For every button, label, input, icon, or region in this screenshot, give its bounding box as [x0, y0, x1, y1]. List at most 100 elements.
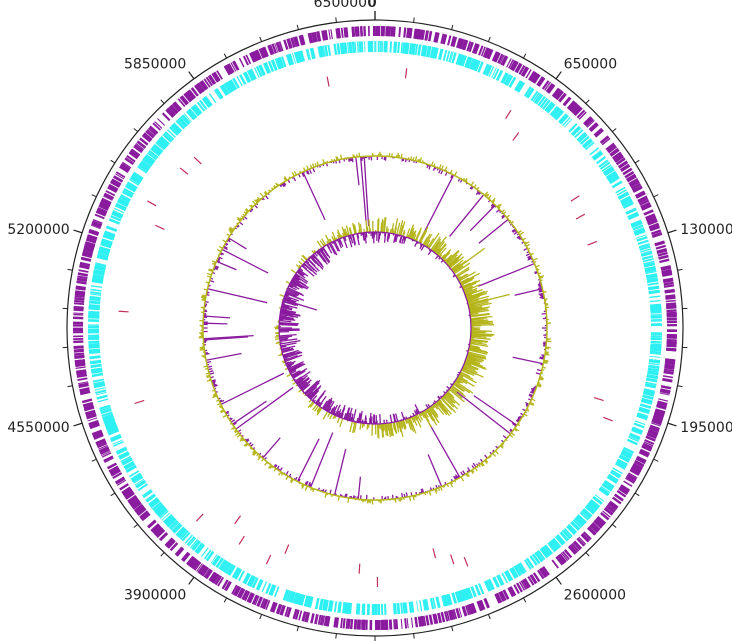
gc-skew-bar	[457, 273, 468, 280]
cds-forward-feature	[632, 463, 643, 470]
cds-forward-feature	[653, 413, 664, 419]
gc-skew-bar	[469, 342, 489, 347]
gc-content-bar	[301, 172, 305, 178]
gc-skew-bar	[470, 319, 489, 322]
gc-skew-bar	[352, 421, 356, 434]
cds-forward-feature	[101, 199, 111, 206]
cds-reverse-feature	[464, 588, 471, 600]
gc-skew-bar	[337, 409, 342, 417]
cds-forward-feature	[660, 265, 671, 270]
cds-forward-feature	[613, 153, 624, 162]
cds-reverse-feature	[113, 207, 125, 214]
gc-skew-bar	[468, 347, 487, 353]
cds-forward-feature	[654, 409, 665, 415]
cds-reverse-feature	[101, 238, 113, 244]
cds-forward-feature	[476, 601, 482, 612]
cds-reverse-feature	[264, 62, 271, 74]
cds-forward-feature	[652, 416, 663, 421]
gc-content-bar	[282, 182, 286, 187]
cds-forward-feature	[108, 183, 119, 191]
gc-skew-bar	[324, 234, 331, 244]
cds-forward-feature	[556, 91, 564, 101]
cds-reverse-feature	[640, 248, 652, 253]
tick-label: 5850000	[124, 56, 186, 72]
cds-reverse-feature	[636, 236, 648, 241]
cds-reverse-feature	[620, 451, 632, 459]
cds-forward-feature	[256, 596, 263, 607]
cds-reverse-feature	[203, 97, 212, 107]
gc-content-bar	[449, 482, 454, 488]
cds-reverse-feature	[183, 113, 192, 123]
cds-reverse-feature	[554, 535, 564, 546]
cds-reverse-feature	[119, 453, 130, 460]
gc-skew-bar	[418, 413, 423, 421]
minor-tick	[160, 99, 165, 104]
minor-tick	[67, 385, 73, 388]
cds-reverse-feature	[550, 539, 560, 550]
cds-forward-feature	[80, 391, 91, 395]
cds-forward-feature	[166, 108, 175, 117]
cds-forward-feature	[641, 203, 652, 210]
gc-content-bar	[347, 497, 350, 503]
gc-skew-bar	[469, 306, 483, 311]
cds-forward-feature	[85, 411, 96, 417]
cds-forward-feature	[74, 299, 85, 303]
cds-forward-feature	[429, 31, 433, 42]
cds-forward-feature	[457, 38, 463, 49]
cds-reverse-feature	[485, 580, 492, 591]
cds-reverse-feature	[636, 237, 648, 242]
rna-feature	[463, 556, 469, 567]
cds-reverse-feature	[429, 598, 435, 610]
gc-skew-bar	[464, 287, 478, 294]
gc-content-bar	[434, 488, 438, 494]
cds-reverse-feature	[650, 308, 662, 312]
cds-reverse-feature	[259, 64, 266, 76]
gc-skew-bar	[462, 365, 478, 374]
gc-skew-bar	[319, 240, 325, 247]
cds-forward-feature	[317, 31, 322, 42]
gc-content-bar	[529, 402, 534, 406]
cds-reverse-feature	[531, 553, 540, 565]
cds-forward-feature	[619, 162, 629, 169]
gc-content-bar	[438, 168, 442, 174]
cds-forward-feature	[233, 60, 239, 71]
cds-forward-feature	[486, 48, 493, 60]
cds-reverse-strand-track	[87, 40, 662, 616]
cds-forward-feature	[103, 195, 113, 201]
cds-forward-feature	[463, 40, 468, 51]
cds-reverse-feature	[641, 251, 653, 257]
cds-reverse-feature	[88, 345, 100, 349]
cds-reverse-feature	[113, 440, 124, 447]
cds-forward-feature	[600, 136, 610, 144]
gc-content-bar	[478, 218, 509, 244]
cds-reverse-feature	[88, 349, 100, 352]
gc-skew-bar	[470, 322, 493, 325]
cds-forward-feature	[571, 104, 580, 113]
cds-reverse-feature	[483, 580, 491, 592]
cds-reverse-feature	[355, 603, 358, 615]
gc-skew-bar	[357, 233, 360, 239]
gc-content-bar	[262, 437, 281, 459]
cds-reverse-feature	[325, 599, 329, 611]
cds-reverse-feature	[103, 234, 115, 240]
cds-reverse-feature	[579, 135, 590, 145]
gc-skew-bar	[467, 298, 489, 305]
gc-skew-bar	[393, 422, 397, 433]
cds-reverse-feature	[343, 42, 347, 54]
cds-reverse-feature	[90, 289, 102, 292]
gc-skew-bar	[337, 229, 342, 239]
cds-reverse-feature	[514, 565, 522, 576]
gc-skew-bar	[334, 404, 341, 416]
cds-reverse-feature	[555, 110, 564, 121]
cds-reverse-feature	[640, 403, 652, 408]
gc-skew-bar	[401, 236, 405, 244]
cds-forward-feature	[642, 442, 653, 450]
cds-reverse-feature	[639, 404, 651, 409]
gc-skew-baseline	[278, 231, 472, 425]
gc-skew-bar	[418, 230, 426, 243]
gc-content-bar	[207, 288, 268, 304]
cds-reverse-feature	[194, 542, 203, 553]
gc-skew-bar	[332, 414, 336, 420]
cds-reverse-feature	[408, 601, 413, 613]
cds-reverse-feature	[195, 543, 204, 553]
